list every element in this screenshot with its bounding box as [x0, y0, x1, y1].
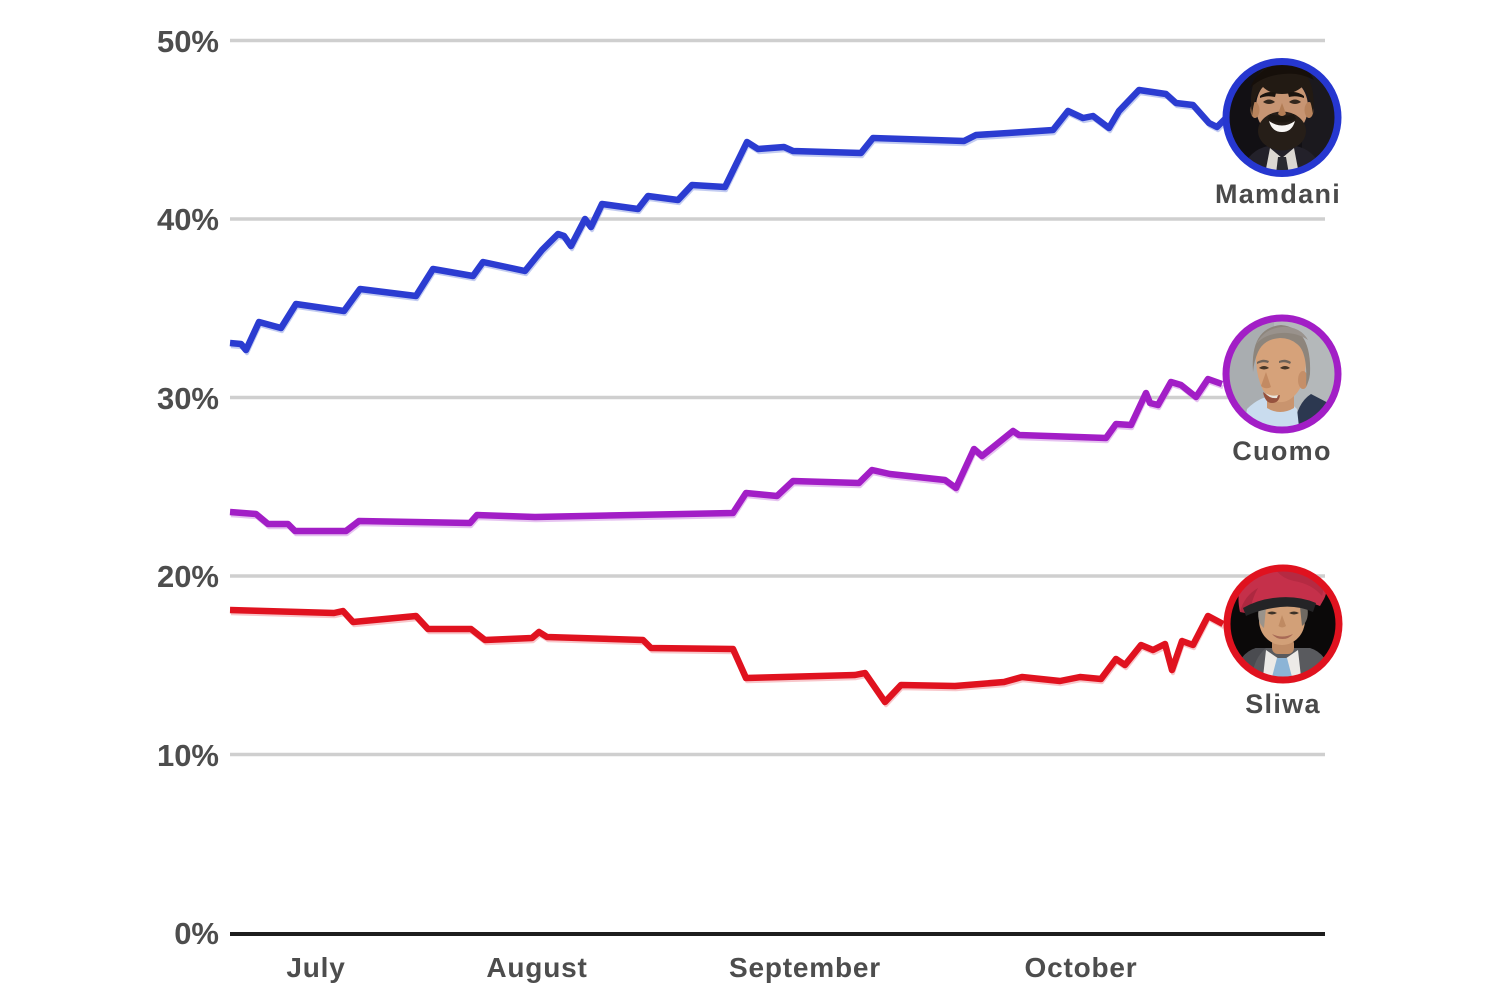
- svg-text:August: August: [486, 952, 587, 983]
- svg-text:50%: 50%: [157, 24, 219, 59]
- svg-text:30%: 30%: [157, 381, 219, 416]
- svg-text:Sliwa: Sliwa: [1245, 689, 1321, 719]
- svg-text:0%: 0%: [174, 916, 219, 951]
- svg-text:September: September: [729, 952, 881, 983]
- svg-text:Cuomo: Cuomo: [1232, 436, 1331, 466]
- svg-text:July: July: [286, 952, 345, 983]
- svg-text:40%: 40%: [157, 202, 219, 237]
- svg-text:Mamdani: Mamdani: [1215, 179, 1341, 209]
- svg-text:10%: 10%: [157, 738, 219, 773]
- svg-text:October: October: [1025, 952, 1138, 983]
- svg-text:20%: 20%: [157, 559, 219, 594]
